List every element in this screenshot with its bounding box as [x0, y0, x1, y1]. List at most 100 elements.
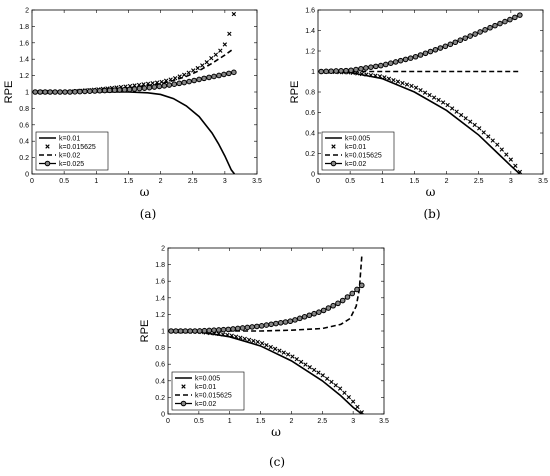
- series-marker: [397, 57, 404, 64]
- series-marker: [233, 334, 239, 339]
- series-marker: [246, 337, 252, 343]
- y-tick-label: 1.6: [19, 40, 29, 47]
- series-marker: [481, 130, 486, 135]
- y-tick-label: 0.2: [19, 155, 29, 162]
- legend-marker: [44, 160, 51, 167]
- series-marker: [339, 297, 346, 304]
- series-marker: [96, 87, 103, 94]
- y-tick-label: 0: [161, 412, 165, 419]
- series-marker: [242, 336, 247, 341]
- legend-item: k=0.01: [181, 384, 216, 391]
- series-marker: [166, 82, 173, 88]
- series-marker: [82, 88, 88, 95]
- series-marker: [508, 157, 514, 162]
- series-marker: [311, 310, 317, 317]
- x-tick-label: 2: [159, 178, 163, 185]
- legend-marker: [331, 144, 336, 149]
- series-k=0.015625: [33, 11, 237, 95]
- series-marker: [106, 87, 113, 94]
- series-marker: [323, 68, 329, 75]
- series-marker: [259, 341, 265, 346]
- legend-label: k=0.02: [345, 161, 366, 168]
- x-tick-label: 2.5: [317, 418, 327, 425]
- series-marker: [168, 328, 174, 334]
- series-marker: [329, 379, 334, 385]
- series-marker: [285, 352, 291, 357]
- legend-item: k=0.02: [175, 400, 216, 408]
- series-marker: [87, 88, 93, 94]
- series-marker: [216, 72, 222, 79]
- legend-label: k=0.02: [59, 153, 80, 160]
- series-marker: [290, 354, 295, 359]
- y-tick-label: 0: [311, 172, 315, 179]
- legend: k=0.01k=0.015625 k=0.02k=0.025: [35, 131, 109, 171]
- series-marker: [349, 290, 356, 297]
- y-tick-label: 1.8: [155, 262, 165, 269]
- legend-label: k=0.005: [195, 376, 220, 383]
- y-tick-label: 1: [25, 90, 29, 97]
- series-marker: [201, 327, 208, 334]
- x-tick-label: 2: [289, 418, 293, 425]
- series-marker: [211, 73, 217, 80]
- series-marker: [387, 60, 394, 66]
- x-tick-label: 1: [380, 178, 384, 185]
- y-tick-label: 0.6: [305, 110, 315, 117]
- legend-label: k=0.02: [195, 401, 216, 408]
- series-marker: [404, 82, 410, 87]
- series-marker: [368, 64, 374, 70]
- series-marker: [477, 126, 482, 131]
- y-tick-label: 1.8: [19, 24, 29, 31]
- y-tick-label: 1.2: [155, 312, 165, 319]
- legend-marker: [180, 400, 187, 407]
- series-marker: [417, 52, 424, 58]
- y-tick-label: 1.6: [305, 8, 315, 15]
- series-marker: [287, 318, 294, 325]
- series-marker: [301, 313, 308, 320]
- series-marker: [62, 89, 68, 95]
- series-marker: [231, 11, 237, 17]
- y-tick-label: 1.4: [155, 295, 165, 302]
- series-marker: [37, 89, 43, 95]
- legend-label: k=0.025: [59, 161, 84, 168]
- series-marker: [325, 305, 332, 311]
- legend-label: k=0.015625: [59, 144, 96, 151]
- series-marker: [472, 122, 477, 128]
- legend-item: k=0.005: [175, 376, 220, 383]
- series-line: [321, 14, 521, 73]
- series-marker: [333, 383, 338, 388]
- series-marker: [467, 33, 473, 39]
- y-tick-label: 0.2: [305, 151, 315, 158]
- series-marker: [497, 20, 503, 27]
- legend-item: k=0.015625: [45, 144, 96, 151]
- y-tick-label: 0.6: [19, 122, 29, 129]
- y-tick-label: 0.8: [155, 345, 165, 352]
- y-tick-label: 1: [311, 69, 315, 76]
- series-marker: [72, 89, 78, 95]
- series-marker: [251, 338, 256, 344]
- y-tick-label: 0.8: [305, 90, 315, 97]
- legend-label: k=0.01: [345, 144, 366, 151]
- series-marker: [316, 370, 321, 375]
- series-marker: [92, 88, 98, 94]
- x-axis-label: ω: [140, 185, 150, 199]
- series-marker: [431, 95, 437, 100]
- series-marker: [294, 357, 299, 362]
- legend-item: k=0.015625: [325, 153, 382, 160]
- series-marker: [121, 86, 128, 93]
- series-marker: [427, 48, 434, 55]
- series-marker: [378, 62, 384, 69]
- series-marker: [101, 87, 108, 94]
- series-marker: [382, 75, 387, 80]
- series-marker: [156, 83, 163, 90]
- y-axis-label: RPE: [3, 81, 15, 104]
- legend-label: k=0.005: [345, 136, 370, 143]
- series-marker: [282, 319, 289, 325]
- series-marker: [235, 325, 241, 332]
- x-tick-label: 0: [316, 178, 320, 185]
- legend-label: k=0.01: [195, 384, 216, 391]
- series-marker: [67, 89, 73, 95]
- series-marker: [173, 328, 179, 334]
- series-marker: [151, 84, 158, 90]
- series-marker: [442, 43, 449, 50]
